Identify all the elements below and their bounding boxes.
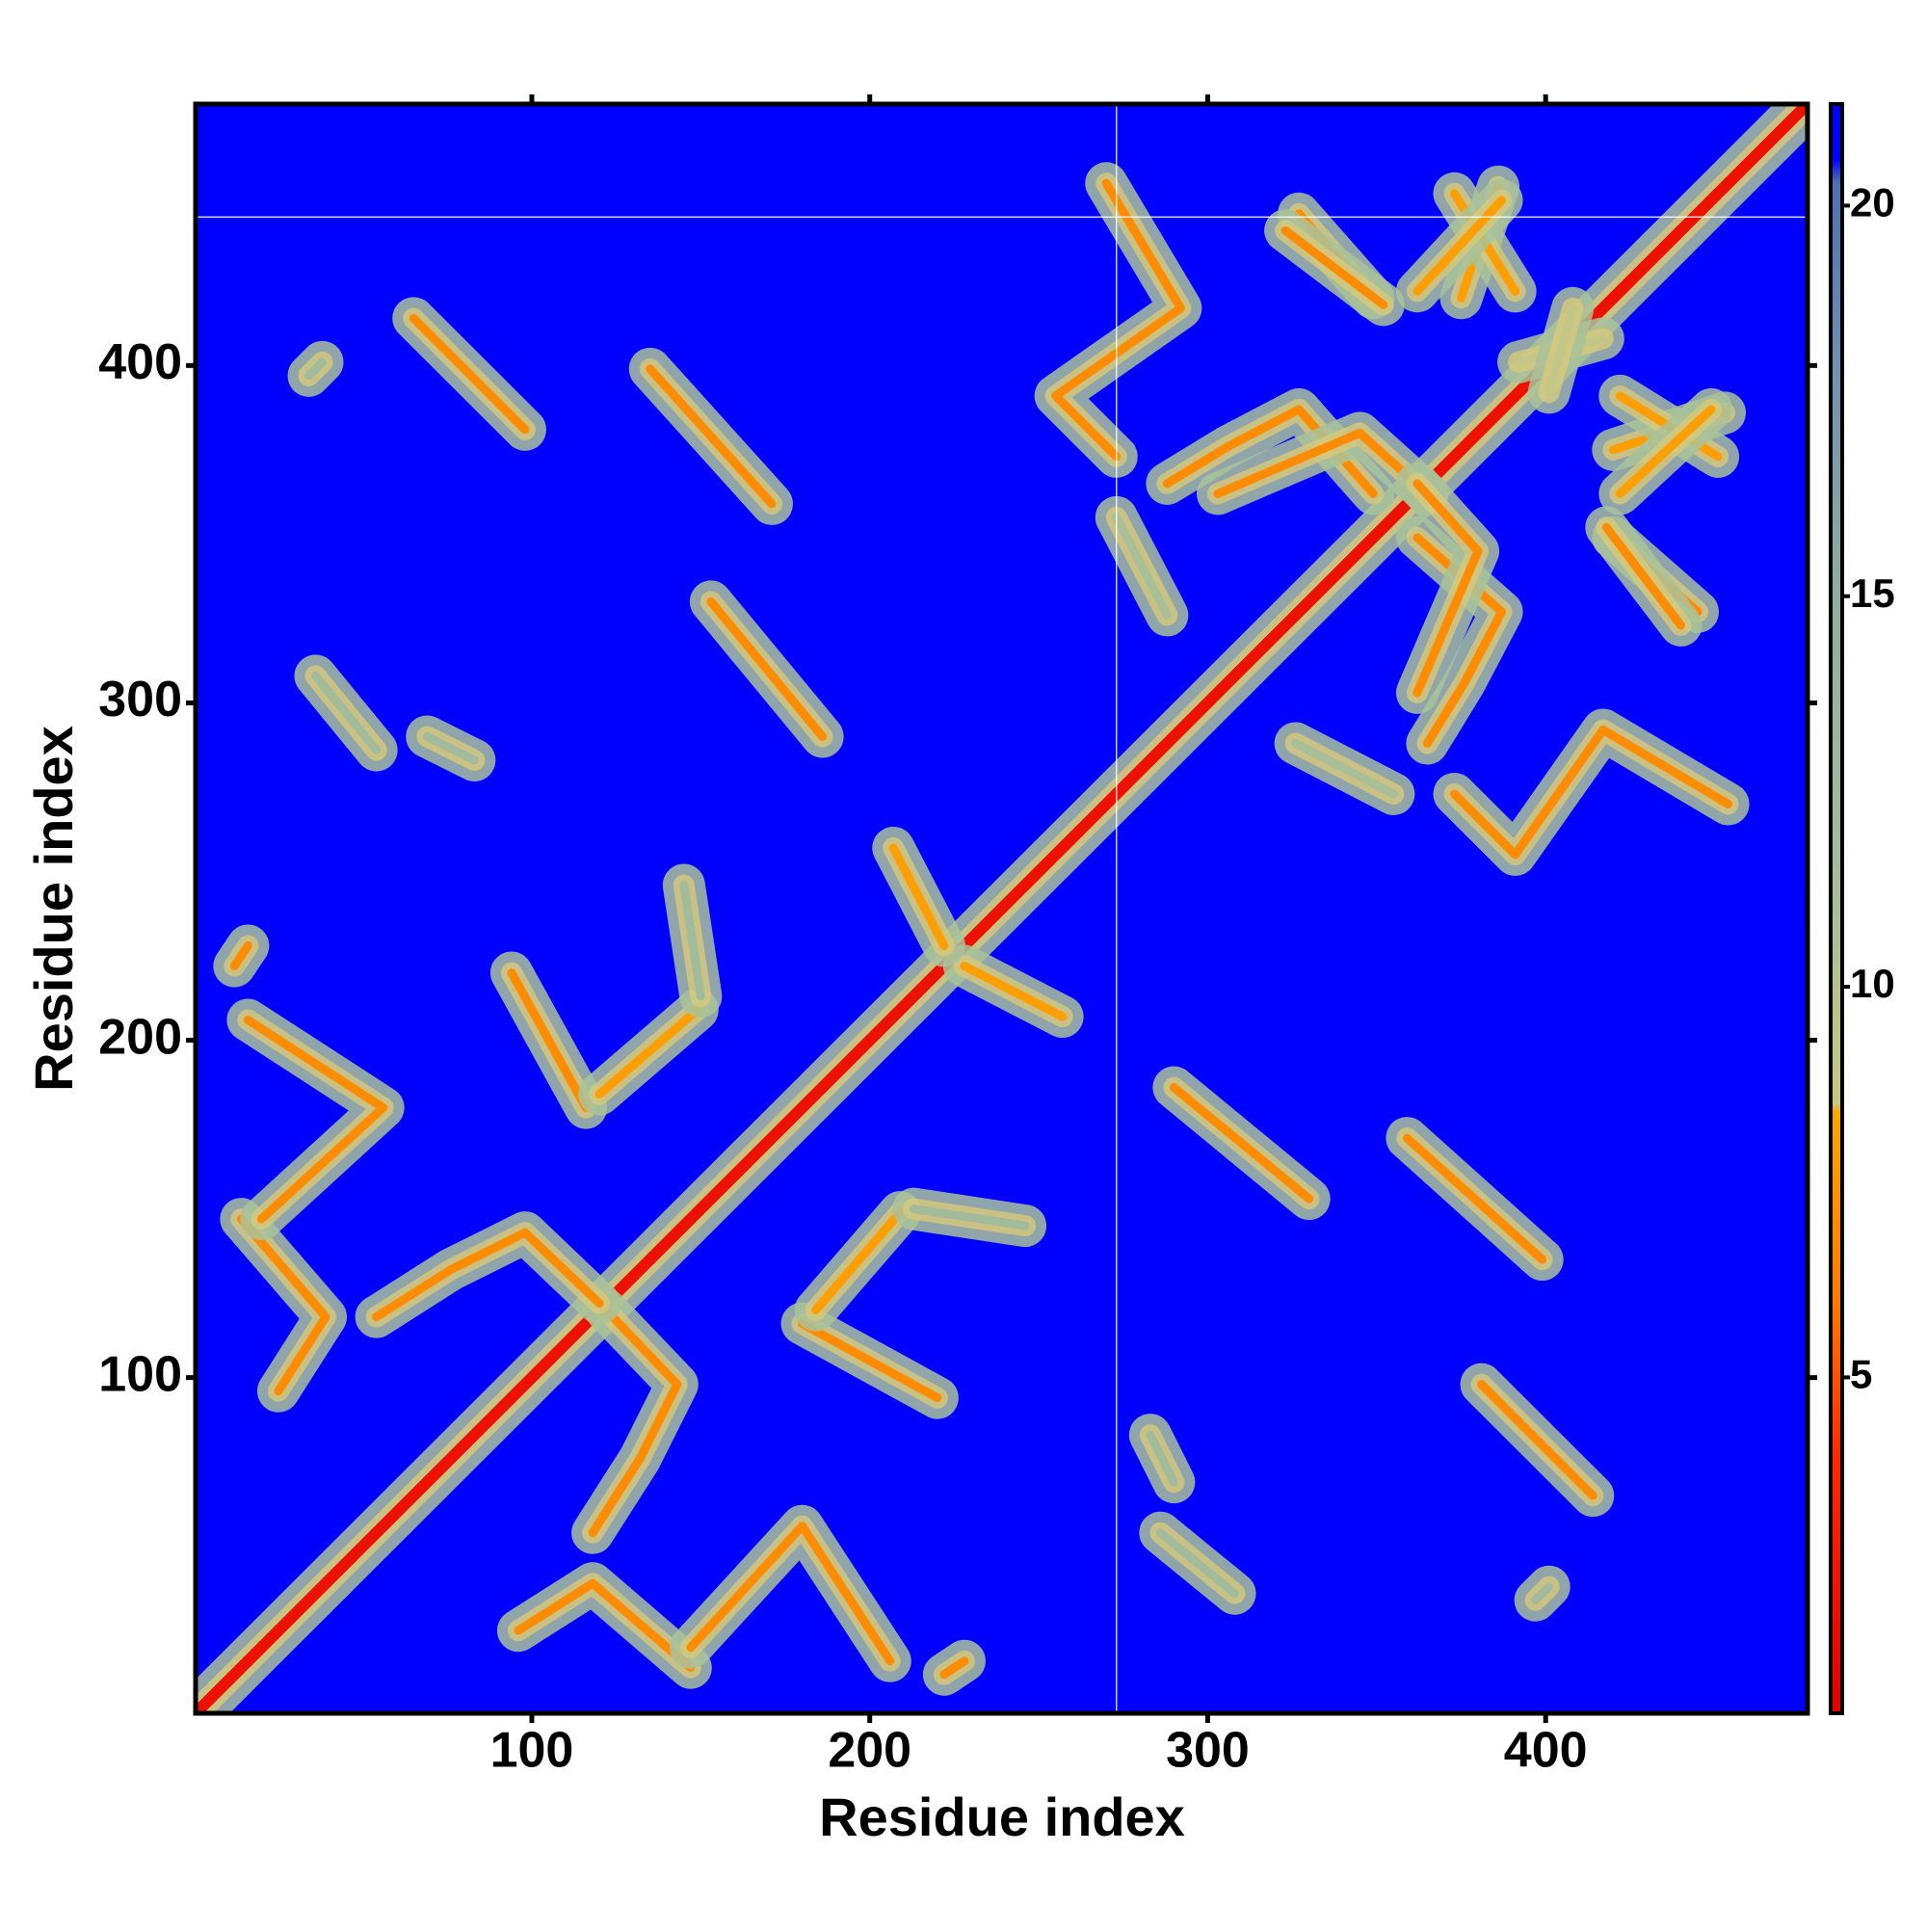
colorbar-segment <box>1831 1103 1842 1113</box>
y-axis-title: Residue index <box>23 726 84 1092</box>
contact-core <box>243 1016 388 1224</box>
contact-core <box>1402 1133 1547 1264</box>
x-axis-title: Residue index <box>819 1786 1185 1847</box>
contact-core <box>909 1204 1030 1231</box>
contact-core <box>1477 1380 1597 1500</box>
contact-core <box>311 671 382 754</box>
contact-core <box>960 962 1068 1021</box>
x-tick-label: 400 <box>1504 1723 1588 1779</box>
contact-core <box>706 596 828 741</box>
colorbar-segment <box>1831 104 1842 160</box>
plot-area <box>196 104 1808 1713</box>
contact-core <box>939 1656 969 1680</box>
colorbar-tick-label: 15 <box>1850 570 1895 616</box>
contact-core <box>888 843 949 951</box>
contact-core <box>514 1578 696 1673</box>
colorbar-tick-label: 5 <box>1850 1352 1872 1397</box>
contact-core <box>1615 405 1716 498</box>
contact-core <box>811 1207 905 1315</box>
contact-core <box>1412 196 1507 296</box>
contact-core <box>422 731 479 765</box>
colorbar-segment <box>1831 909 1842 1105</box>
contact-core <box>1449 725 1733 860</box>
contact-core <box>304 357 328 381</box>
contact-core <box>1280 225 1388 309</box>
colorbar-frame <box>1829 102 1844 1715</box>
contact-core <box>798 1319 942 1403</box>
contact-core <box>1155 1528 1240 1599</box>
contact-core <box>1531 1582 1554 1605</box>
colorbar-segment <box>1831 182 1842 363</box>
colorbar-tick-label: 10 <box>1850 961 1895 1006</box>
contact-core <box>409 313 530 435</box>
contact-core <box>236 1214 330 1396</box>
contact-core <box>588 1306 682 1538</box>
contact-core <box>1412 479 1483 698</box>
colorbar-segment <box>1831 595 1842 910</box>
colorbar-tick-label: 20 <box>1850 179 1895 225</box>
colorbar-segment <box>1831 1299 1842 1456</box>
contact-core <box>686 1522 895 1666</box>
contact-core <box>507 968 591 1113</box>
x-tick-label: 300 <box>1166 1723 1250 1779</box>
y-tick-label: 200 <box>98 1009 182 1065</box>
plot-frame <box>193 101 1810 1716</box>
contact-core <box>229 941 252 971</box>
x-tick-label: 100 <box>490 1723 574 1779</box>
contact-core <box>1051 178 1185 462</box>
colorbar-segment <box>1831 361 1842 597</box>
contact-core <box>1112 513 1172 620</box>
contact-core <box>1146 1430 1178 1487</box>
y-tick-label: 400 <box>98 334 182 390</box>
y-tick-label: 100 <box>98 1346 182 1402</box>
contact-core <box>372 1228 604 1322</box>
contact-core <box>594 1005 702 1099</box>
y-tick-label: 300 <box>98 672 182 728</box>
contact-core <box>679 880 705 1001</box>
contact-core <box>1601 522 1685 630</box>
colorbar-segment <box>1831 158 1842 183</box>
contact-core <box>1544 304 1577 397</box>
x-tick-label: 200 <box>828 1723 911 1779</box>
contact-core <box>1291 738 1398 799</box>
colorbar-segment <box>1831 1455 1842 1714</box>
contact-core <box>1169 1083 1314 1204</box>
colorbar: 5 10 15 20 <box>1829 102 1895 1715</box>
colorbar-segment <box>1831 1111 1842 1300</box>
contact-core <box>646 364 777 509</box>
